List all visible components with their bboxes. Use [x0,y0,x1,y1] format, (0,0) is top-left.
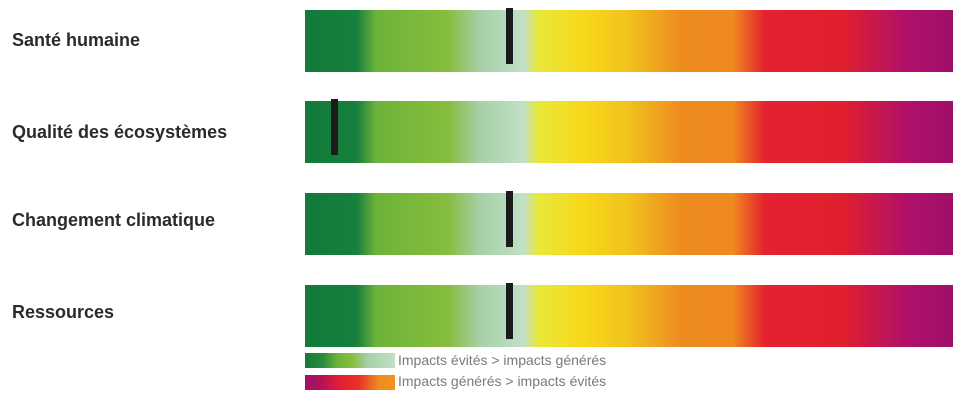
legend-label-avoided: Impacts évités > impacts générés [398,352,607,368]
legend-swatch-avoided [305,353,395,368]
impact-marker-ressources [506,283,513,339]
category-label-qualite-ecosystemes: Qualité des écosystèmes [12,122,228,142]
impact-bar-qualite-ecosystemes [305,99,953,163]
impact-marker-qualite-ecosystemes [331,99,338,155]
impact-bar-sante-humaine [305,8,953,72]
impact-bar-changement-climatique [305,191,953,255]
category-label-ressources: Ressources [12,302,115,322]
impact-marker-changement-climatique [506,191,513,247]
category-label-sante-humaine: Santé humaine [12,30,141,50]
legend-label-generated: Impacts générés > impacts évités [398,373,607,389]
category-label-changement-climatique: Changement climatique [12,210,216,230]
impact-bar-ressources [305,283,953,347]
impact-marker-sante-humaine [506,8,513,64]
legend-swatch-generated [305,375,395,390]
